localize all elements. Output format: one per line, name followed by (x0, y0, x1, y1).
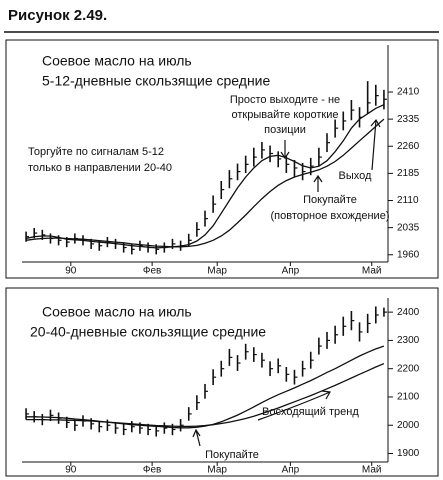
chart-subtitle: 5-12-дневные скользящие средние (42, 73, 271, 89)
y-tick-label: 1960 (397, 249, 420, 260)
x-tick-label: Апр (282, 465, 300, 476)
y-tick-label: 2335 (397, 114, 420, 125)
x-tick-label: Фев (143, 266, 161, 277)
chart-subtitle: 20-40-дневные скользящие средние (30, 324, 266, 340)
x-tick-label: Май (362, 465, 382, 476)
y-tick-label: 2000 (397, 420, 420, 431)
annotation: Покупайте (205, 449, 259, 461)
moving-average (26, 118, 385, 248)
annotation: Восходящий тренд (262, 406, 359, 418)
x-tick-label: Апр (282, 266, 300, 277)
moving-average (26, 363, 385, 428)
x-tick-label: 90 (65, 465, 77, 476)
annotation: (повторное вхождение) (271, 210, 390, 222)
x-tick-label: 90 (65, 266, 77, 277)
annotation: только в направлении 20-40 (28, 162, 172, 174)
y-tick-label: 2035 (397, 222, 420, 233)
x-tick-label: Май (362, 266, 382, 277)
chart-title: Соевое масло на июль (42, 304, 192, 320)
chart-title: Соевое масло на июль (42, 53, 192, 69)
x-tick-label: Мар (207, 465, 227, 476)
panel-frame (5, 39, 439, 279)
x-tick-label: Мар (207, 266, 227, 277)
annotation: Покупайте (303, 194, 357, 206)
y-tick-label: 2185 (397, 168, 420, 179)
y-tick-label: 2200 (397, 363, 420, 374)
y-tick-label: 2260 (397, 141, 420, 152)
x-tick-label: Фев (143, 465, 161, 476)
figure-title: Рисунок 2.49. (8, 7, 107, 24)
panel-frame (5, 287, 439, 477)
annotation: Торгуйте по сигналам 5-12 (28, 146, 164, 158)
y-tick-label: 2100 (397, 392, 420, 403)
moving-average (25, 104, 385, 249)
annotation: открывайте короткие (232, 109, 339, 121)
annotation: позиции (264, 124, 306, 136)
y-tick-label: 2110 (397, 195, 419, 206)
y-tick-label: 2400 (397, 307, 420, 318)
annotation: Выход (339, 170, 372, 182)
y-tick-label: 1900 (397, 448, 420, 459)
annotation: Просто выходите - не (230, 94, 340, 106)
y-tick-label: 2410 (397, 87, 420, 98)
y-tick-label: 2300 (397, 335, 420, 346)
